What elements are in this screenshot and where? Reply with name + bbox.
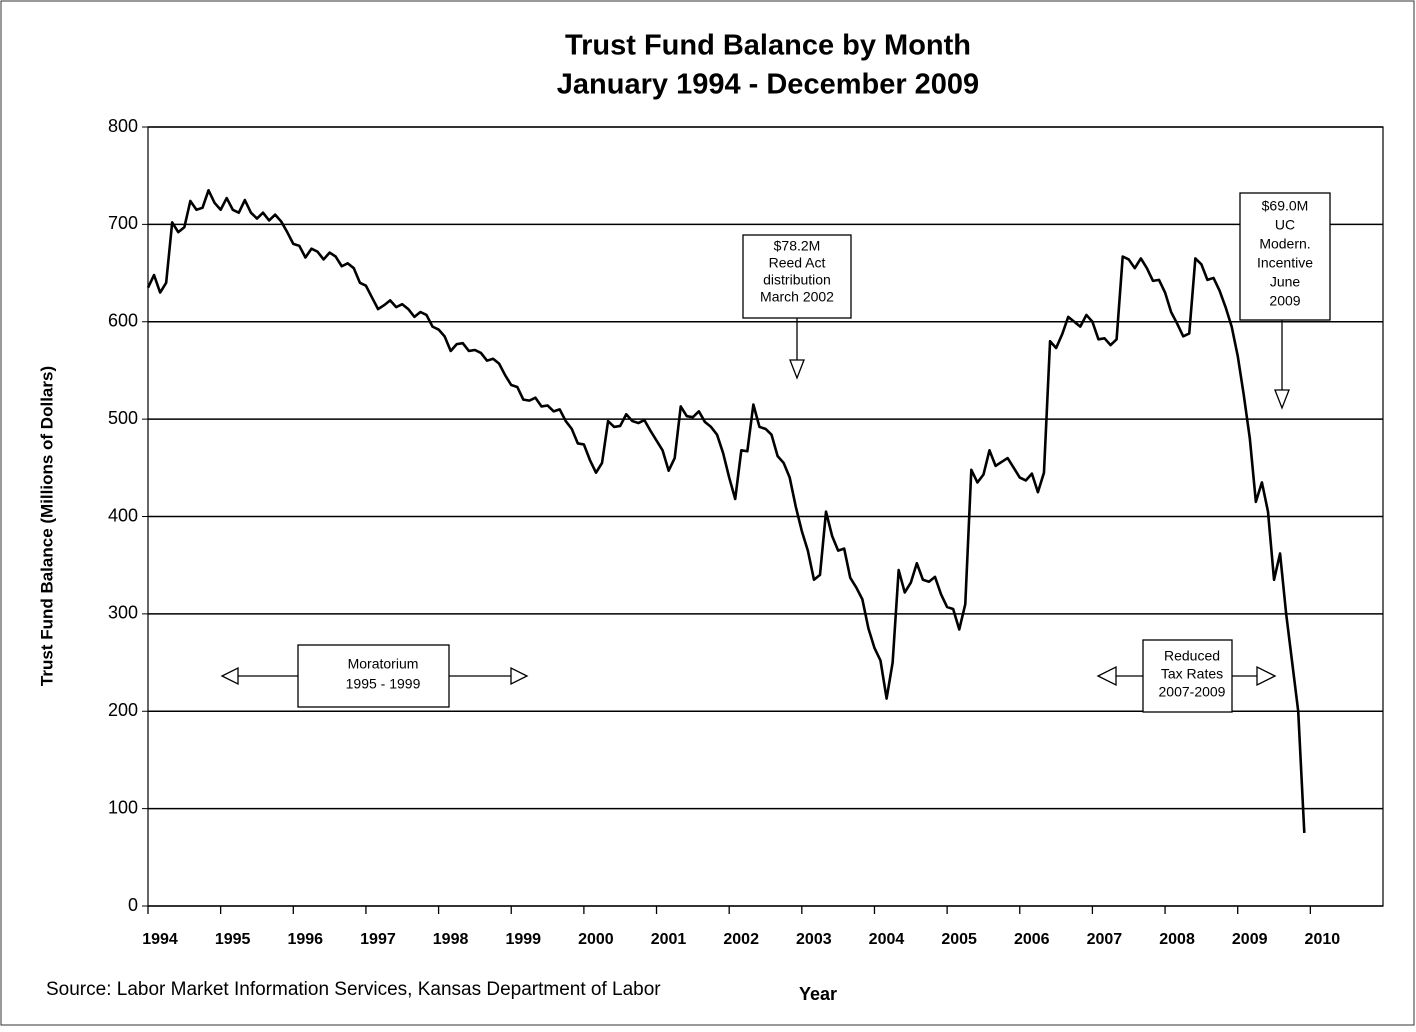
annotation-text: Modern. <box>1259 236 1310 252</box>
annotation-text: March 2002 <box>760 289 834 305</box>
annotation-text: Reduced <box>1164 648 1220 664</box>
arrow-head <box>1096 665 1117 687</box>
chart-title: Trust Fund Balance by Month <box>565 30 971 62</box>
x-tick-label: 2000 <box>578 931 614 948</box>
plot-area: 0 100 200 300 400 500 600 700 800 1994 1995 1996 199… <box>108 116 1384 948</box>
x-tick-label: 2005 <box>941 931 977 948</box>
x-tick-label: 1999 <box>505 931 541 948</box>
annotation-text: 1995 - 1999 <box>346 676 421 692</box>
arrow-head <box>789 359 805 380</box>
annotation-box <box>1239 192 1331 321</box>
x-tick-label: 2007 <box>1087 931 1123 948</box>
annotation-text: Reed Act <box>769 255 826 271</box>
annotation-text: Incentive <box>1257 255 1313 271</box>
x-tick-label: 1998 <box>433 931 469 948</box>
y-tick-label: 0 <box>128 895 138 915</box>
y-tick-label: 100 <box>108 797 138 817</box>
x-tick-label: 1996 <box>287 931 323 948</box>
x-tick-label: 2009 <box>1232 931 1268 948</box>
y-tick-label: 700 <box>108 213 138 233</box>
y-axis-label: Trust Fund Balance (Millions of Dollars) <box>37 366 56 686</box>
annotation-box <box>297 644 450 708</box>
y-tick-label: 400 <box>108 505 138 525</box>
annotation-text: 2007-2009 <box>1159 684 1226 700</box>
annotation-text: $78.2M <box>774 238 821 254</box>
x-tick-label: 2006 <box>1014 931 1050 948</box>
y-tick-label: 500 <box>108 408 138 428</box>
y-tick-label: 600 <box>108 311 138 331</box>
chart-subtitle: January 1994 - December 2009 <box>557 69 979 101</box>
annotation-box <box>1142 639 1233 713</box>
x-tick-label: 2003 <box>796 931 832 948</box>
annotation-text: distribution <box>763 272 831 288</box>
x-axis-label: Year <box>799 984 837 1004</box>
arrow-head <box>1256 665 1277 687</box>
x-tick-label: 2002 <box>723 931 759 948</box>
annotation-text: Moratorium <box>348 656 419 672</box>
y-tick-label: 200 <box>108 700 138 720</box>
x-tick-label: 1997 <box>360 931 396 948</box>
annotation-text: 2009 <box>1269 293 1300 309</box>
annotation-text: $69.0M <box>1262 198 1309 214</box>
annotation-text: June <box>1270 274 1301 290</box>
x-tick-label: 1995 <box>215 931 251 948</box>
annotation-text: UC <box>1275 217 1295 233</box>
arrow-head <box>1274 389 1290 410</box>
x-tick-label: 2004 <box>869 931 905 948</box>
y-tick-label: 300 <box>108 603 138 623</box>
x-tick-label: 1994 <box>142 931 178 948</box>
data-line <box>146 188 1306 834</box>
arrow-head <box>510 666 529 686</box>
source-note: Source: Labor Market Information Service… <box>46 979 661 1000</box>
arrow-head <box>220 666 239 686</box>
x-tick-label: 2008 <box>1159 931 1195 948</box>
annotation-text: Tax Rates <box>1161 666 1223 682</box>
x-tick-label: 2001 <box>651 931 687 948</box>
x-tick-label: 2010 <box>1305 931 1341 948</box>
y-tick-label: 800 <box>108 116 138 136</box>
